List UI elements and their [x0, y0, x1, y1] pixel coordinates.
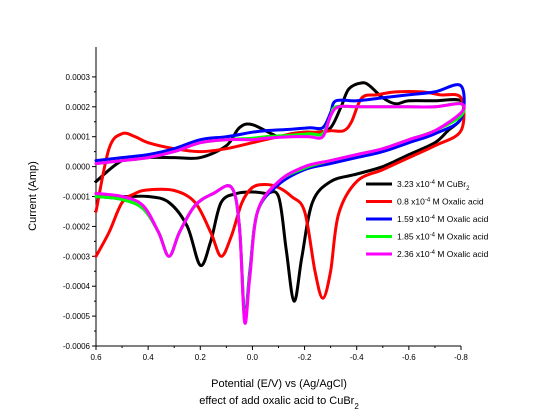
x-tick-label: -0.4: [350, 353, 364, 362]
chart-caption-main: effect of add oxalic acid to CuBr: [199, 395, 354, 407]
x-tick-label: 0.0: [247, 353, 259, 362]
y-tick-label: 0.0001: [66, 133, 91, 142]
legend-label-3: 1.59 x10-4 M Oxalic acid: [397, 214, 489, 224]
x-tick-label: 0.4: [143, 353, 155, 362]
y-axis-title: Current (Amp): [27, 161, 39, 231]
x-tick-label: 0.2: [195, 353, 207, 362]
x-tick-label: -0.8: [454, 353, 468, 362]
y-tick-label: -0.0003: [63, 252, 91, 261]
y-tick-label: 0.0002: [66, 103, 91, 112]
y-tick-label: -0.0004: [63, 282, 91, 291]
x-tick-label: -0.6: [402, 353, 416, 362]
legend-label-2: 0.8 x10-4 M Oxalic acid: [397, 197, 484, 207]
chart-caption-sub: 2: [354, 402, 359, 411]
y-tick-label: -0.0001: [63, 193, 91, 202]
y-tick-label: -0.0006: [63, 342, 91, 351]
legend-label-1: 3.23 x10-4 M CuBr2: [397, 179, 470, 192]
series-line-5: [94, 102, 466, 325]
series-line-2: [94, 90, 466, 300]
series-line-1: [94, 81, 465, 303]
y-axis: 0.0003 0.0002 0.0001 0.0000 -0.0001 -0.0002 -0…: [63, 47, 97, 351]
legend-label-5: 2.36 x10-4 M Oxalic acid: [397, 249, 489, 259]
y-tick-label: 0.0000: [66, 163, 91, 172]
y-tick-label: 0.0003: [66, 73, 91, 82]
x-axis: 0.6 0.4 0.2 0.0 -0.2 -0.4 -0.6 -0.8: [90, 345, 468, 362]
y-tick-label: -0.0002: [63, 222, 91, 231]
plot-area: [94, 81, 466, 325]
chart-caption: effect of add oxalic acid to CuBr2: [199, 395, 359, 411]
legend: 3.23 x10-4 M CuBr2 0.8 x10-4 M Oxalic aci…: [366, 179, 489, 259]
legend-label-4: 1.85 x10-4 M Oxalic acid: [397, 232, 489, 242]
x-tick-label: 0.6: [90, 353, 102, 362]
x-tick-label: -0.2: [298, 353, 312, 362]
x-axis-title: Potential (E/V) vs (Ag/AgCl): [211, 378, 347, 390]
y-tick-label: -0.0005: [63, 312, 91, 321]
